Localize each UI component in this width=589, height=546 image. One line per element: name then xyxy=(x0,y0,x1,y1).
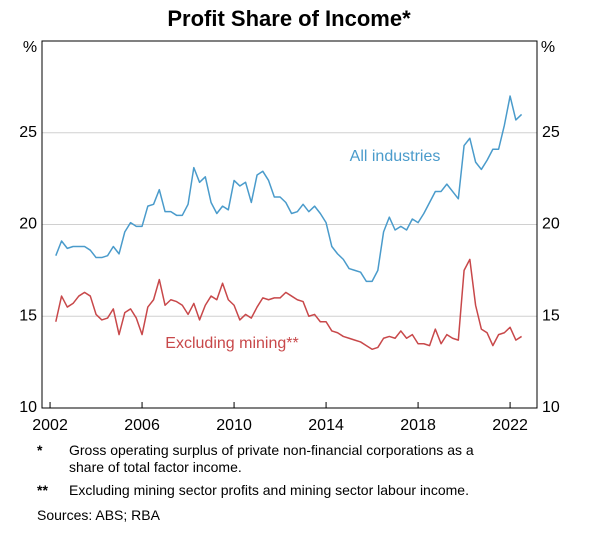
x-tick-label: 2006 xyxy=(124,417,160,434)
sources: Sources: ABS; RBA xyxy=(37,507,160,523)
x-tick-label: 2010 xyxy=(216,417,252,434)
chart: Profit Share of Income* % % 10 10 15 15 20 20… xyxy=(19,6,560,434)
y2-tick-label: 10 xyxy=(542,399,560,416)
series-label: All industries xyxy=(350,148,441,165)
note-text: Gross operating surplus of private non-f… xyxy=(69,442,474,475)
note-symbol: * xyxy=(37,442,43,458)
notes: * Gross operating surplus of private non-… xyxy=(37,442,557,523)
y2-tick-label: 15 xyxy=(542,307,560,324)
x-tick-label: 2018 xyxy=(400,417,436,434)
y-unit-label: % xyxy=(23,39,37,56)
y-tick-label: 20 xyxy=(19,216,37,233)
y2-tick-label: 25 xyxy=(542,124,560,141)
y-tick-label: 15 xyxy=(19,307,37,324)
note-symbol: ** xyxy=(37,482,48,498)
note: * Gross operating surplus of private non-… xyxy=(37,442,557,476)
series-label: Excluding mining** xyxy=(165,335,298,352)
x-tick-label: 2022 xyxy=(492,417,528,434)
x-tick-label: 2002 xyxy=(32,417,68,434)
chart-title: Profit Share of Income* xyxy=(167,6,411,31)
y2-unit-label: % xyxy=(541,39,555,56)
y2-tick-label: 20 xyxy=(542,216,560,233)
note: ** Excluding mining sector profits and mi… xyxy=(37,482,557,499)
series-line xyxy=(55,258,522,351)
x-tick-label: 2014 xyxy=(308,417,344,434)
y-tick-label: 25 xyxy=(19,124,37,141)
series-line xyxy=(55,95,523,283)
plot-frame xyxy=(41,40,538,409)
y-tick-label: 10 xyxy=(19,399,37,416)
note-text: Excluding mining sector profits and mini… xyxy=(69,482,469,498)
